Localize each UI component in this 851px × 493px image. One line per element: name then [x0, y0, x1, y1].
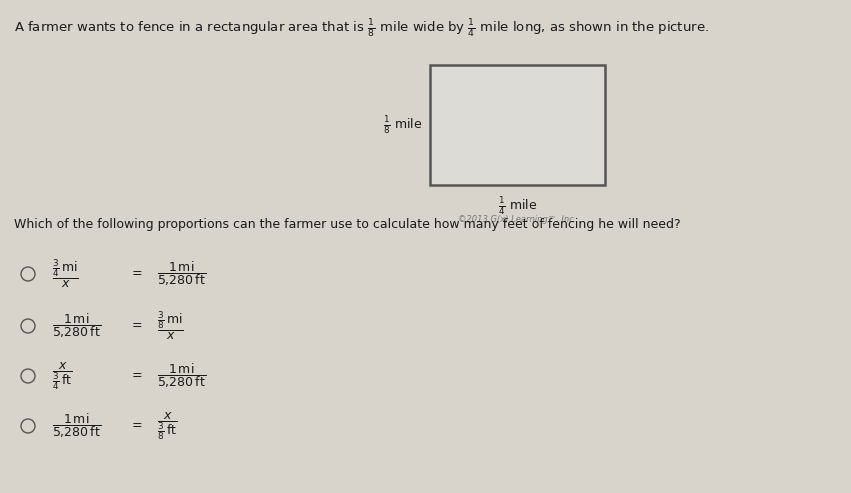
Text: ©2013 G(x) Learning™, Inc.: ©2013 G(x) Learning™, Inc. [459, 215, 577, 224]
Text: $\dfrac{\frac{3}{4}\,\mathrm{mi}}{x}$: $\dfrac{\frac{3}{4}\,\mathrm{mi}}{x}$ [52, 258, 79, 290]
Text: $\dfrac{1\,\mathrm{mi}}{5{,}280\,\mathrm{ft}}$: $\dfrac{1\,\mathrm{mi}}{5{,}280\,\mathrm… [52, 312, 101, 341]
Bar [430, 65, 605, 185]
Text: =: = [132, 420, 142, 432]
Text: =: = [132, 268, 142, 281]
Text: =: = [132, 319, 142, 332]
Text: A farmer wants to fence in a rectangular area that is $\frac{1}{8}$ mile wide by: A farmer wants to fence in a rectangular… [14, 18, 709, 40]
Text: $\dfrac{x}{\frac{3}{4}\,\mathrm{ft}}$: $\dfrac{x}{\frac{3}{4}\,\mathrm{ft}}$ [52, 360, 72, 392]
Text: $\dfrac{\frac{3}{8}\,\mathrm{mi}}{x}$: $\dfrac{\frac{3}{8}\,\mathrm{mi}}{x}$ [157, 310, 184, 343]
Text: $\frac{1}{8}$ mile: $\frac{1}{8}$ mile [383, 114, 422, 136]
Text: $\dfrac{x}{\frac{3}{8}\,\mathrm{ft}}$: $\dfrac{x}{\frac{3}{8}\,\mathrm{ft}}$ [157, 410, 178, 442]
Text: $\dfrac{1\,\mathrm{mi}}{5{,}280\,\mathrm{ft}}$: $\dfrac{1\,\mathrm{mi}}{5{,}280\,\mathrm… [52, 412, 101, 440]
Text: $\frac{1}{4}$ mile: $\frac{1}{4}$ mile [498, 195, 537, 217]
Text: $\dfrac{1\,\mathrm{mi}}{5{,}280\,\mathrm{ft}}$: $\dfrac{1\,\mathrm{mi}}{5{,}280\,\mathrm… [157, 361, 206, 390]
Text: =: = [132, 369, 142, 383]
Text: $\dfrac{1\,\mathrm{mi}}{5{,}280\,\mathrm{ft}}$: $\dfrac{1\,\mathrm{mi}}{5{,}280\,\mathrm… [157, 259, 206, 288]
Text: Which of the following proportions can the farmer use to calculate how many feet: Which of the following proportions can t… [14, 218, 681, 231]
